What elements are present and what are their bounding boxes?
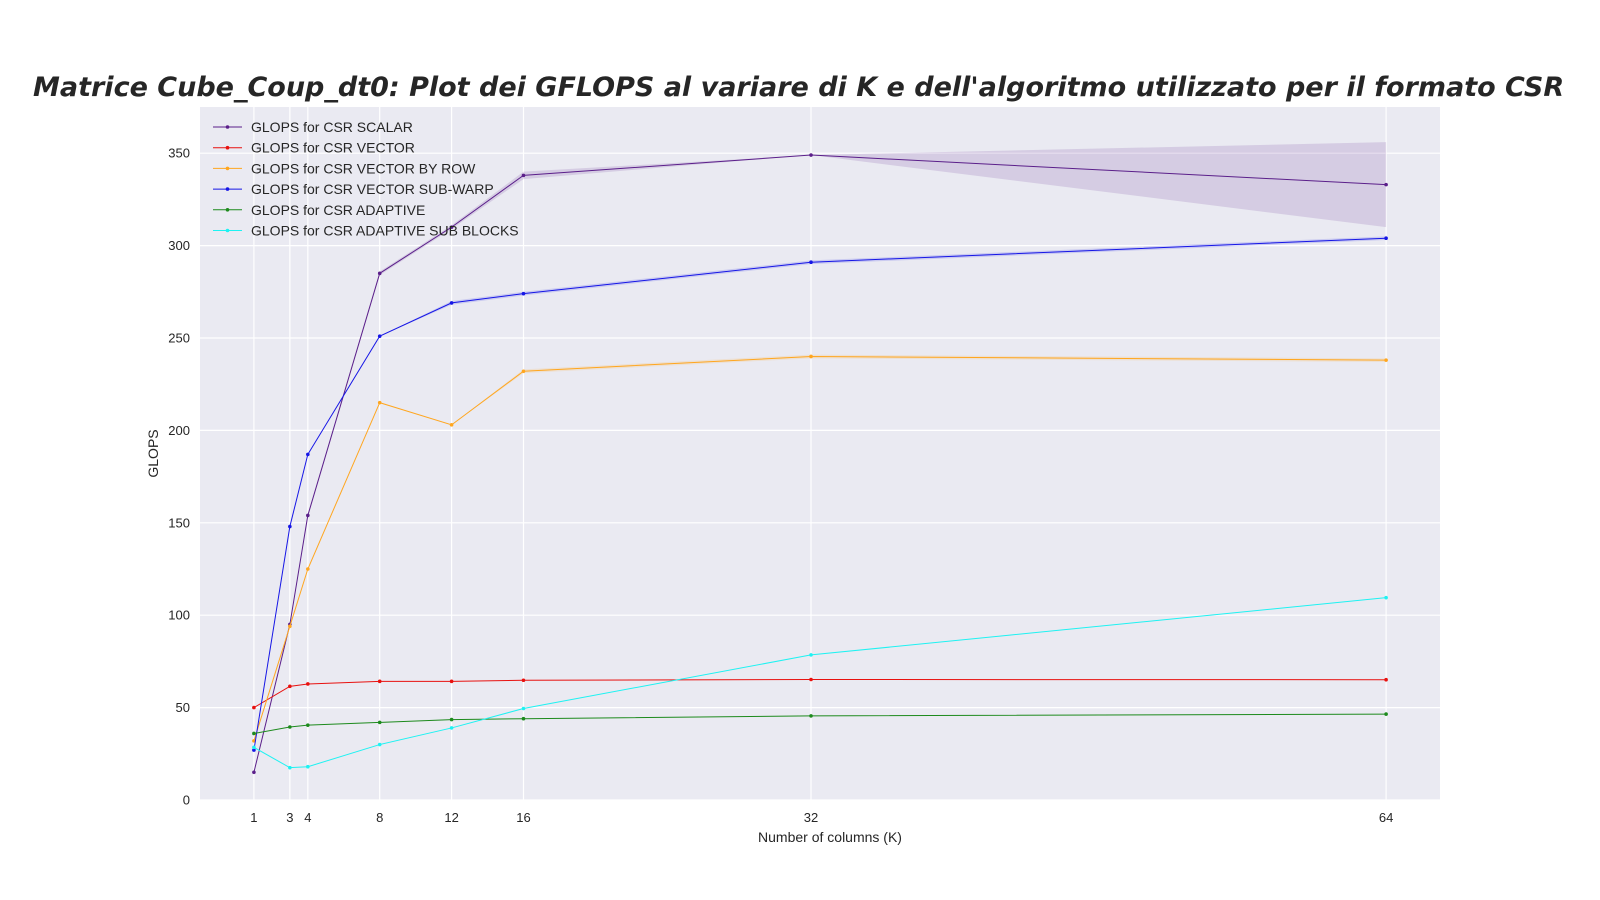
- data-point: [1384, 182, 1388, 187]
- series-line: [253, 355, 1387, 742]
- data-point: [306, 682, 310, 686]
- y-tick-label: 150: [168, 515, 190, 530]
- legend-marker: [225, 145, 230, 150]
- data-point: [521, 369, 526, 374]
- x-tick-label: 16: [516, 810, 530, 825]
- series-line: [253, 154, 1387, 773]
- data-point: [377, 742, 382, 747]
- data-point: [521, 291, 526, 296]
- legend-label: GLOPS for CSR ADAPTIVE SUB BLOCKS: [251, 223, 519, 239]
- data-point: [449, 225, 454, 229]
- data-point: [449, 717, 454, 722]
- y-axis-label: GLOPS: [145, 429, 161, 477]
- y-tick-label: 300: [168, 238, 190, 253]
- data-point: [809, 153, 813, 157]
- legend-marker: [225, 208, 230, 212]
- y-tick-label: 250: [168, 331, 190, 346]
- series-line: [253, 713, 1387, 734]
- data-point: [521, 706, 526, 711]
- y-tick-label: 50: [176, 700, 190, 715]
- data-point: [252, 745, 256, 750]
- x-tick-label: 1: [250, 810, 257, 825]
- data-point: [809, 653, 813, 657]
- x-tick-label: 4: [304, 810, 311, 825]
- x-tick-label: 12: [444, 810, 458, 825]
- legend-marker: [225, 125, 230, 129]
- data-point: [288, 684, 292, 689]
- data-point: [306, 723, 310, 727]
- data-point: [521, 173, 526, 178]
- data-point: [288, 624, 292, 629]
- x-tick-label: 32: [804, 810, 818, 825]
- data-point: [1384, 236, 1388, 241]
- data-point: [377, 679, 382, 684]
- data-point: [449, 301, 454, 305]
- y-tick-label: 0: [183, 793, 190, 808]
- confidence-band: [253, 142, 1387, 773]
- x-tick-label: 64: [1379, 810, 1393, 825]
- data-point: [377, 334, 382, 338]
- confidence-bands: [253, 142, 1387, 773]
- data-point: [306, 567, 310, 571]
- data-point: [252, 770, 256, 775]
- data-point: [288, 765, 292, 770]
- data-point: [449, 423, 454, 427]
- x-tick-label: 8: [376, 810, 383, 825]
- y-axis: 0 50 100 150 200 250 300 350: [168, 146, 190, 808]
- y-tick-label: 200: [168, 423, 190, 438]
- x-axis-label: Number of columns (K): [758, 829, 902, 845]
- data-point: [288, 725, 292, 729]
- data-point: [252, 748, 256, 752]
- legend-marker: [225, 166, 230, 171]
- data-point: [377, 720, 382, 725]
- data-point: [1384, 712, 1388, 716]
- data-point: [1384, 677, 1388, 682]
- data-point: [449, 679, 454, 684]
- data-point: [306, 513, 310, 518]
- data-point: [288, 524, 292, 529]
- data-point: [1384, 595, 1388, 600]
- y-tick-label: 350: [168, 146, 190, 161]
- data-point: [1384, 358, 1388, 362]
- plot-area: [200, 107, 1440, 800]
- chart-title: Matrice Cube_Coup_dt0: Plot dei GFLOPS a…: [33, 72, 1565, 103]
- data-point: [809, 260, 813, 265]
- series-line: [253, 679, 1387, 709]
- legend-marker: [225, 228, 230, 233]
- data-point: [809, 714, 813, 718]
- series-line: [253, 237, 1387, 751]
- data-point: [521, 716, 526, 721]
- data-point: [252, 731, 256, 736]
- series-lines: [252, 153, 1388, 775]
- x-tick-label: 3: [286, 810, 293, 825]
- x-axis: 1 3 4 8 12 16 32 64: [250, 810, 1393, 825]
- legend-label: GLOPS for CSR VECTOR: [251, 140, 415, 156]
- series-line: [253, 597, 1387, 769]
- y-tick-label: 100: [168, 608, 190, 623]
- data-point: [521, 678, 526, 683]
- legend: GLOPS for CSR SCALAR GLOPS for CSR VECTOR…: [213, 119, 519, 239]
- data-point: [306, 764, 310, 769]
- data-point: [809, 677, 813, 682]
- legend-label: GLOPS for CSR VECTOR SUB-WARP: [251, 181, 494, 197]
- legend-label: GLOPS for CSR ADAPTIVE: [251, 202, 425, 218]
- data-point: [449, 726, 454, 730]
- data-point: [377, 400, 382, 405]
- data-point: [306, 452, 310, 457]
- data-point: [252, 705, 256, 710]
- legend-marker: [225, 187, 230, 191]
- legend-label: GLOPS for CSR VECTOR BY ROW: [251, 160, 476, 176]
- legend-label: GLOPS for CSR SCALAR: [251, 119, 413, 135]
- data-point: [377, 271, 382, 276]
- data-point: [809, 354, 813, 359]
